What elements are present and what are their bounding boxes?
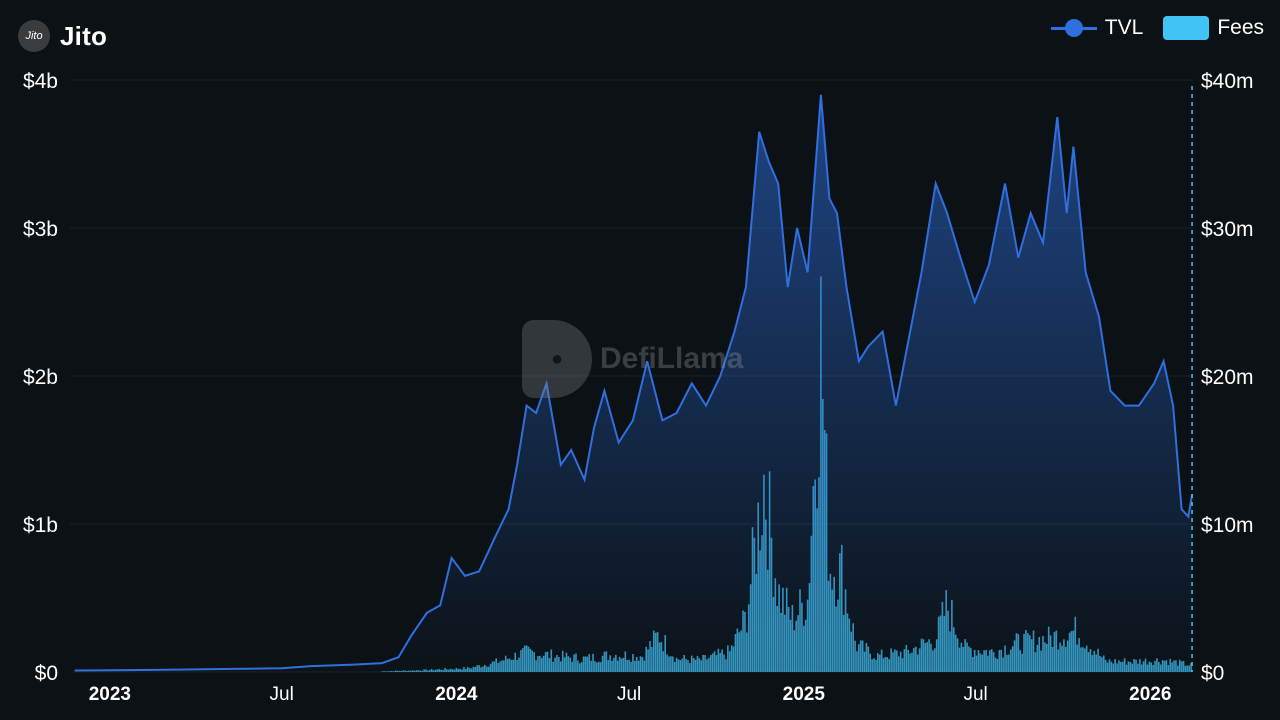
y-right-tick-label: $10m <box>1201 514 1254 537</box>
x-tick-label: Jul <box>270 684 294 705</box>
y-right-tick-label: $20m <box>1201 366 1254 389</box>
watermark-text: DefiLlama <box>600 342 744 375</box>
y-axis-right: $0 $10m $20m $30m $40m <box>1201 70 1254 685</box>
tvl-line <box>74 94 1194 672</box>
x-axis: 2023 Jul 2024 Jul 2025 Jul 2026 <box>89 684 1172 705</box>
y-left-tick-label: $2b <box>23 366 58 389</box>
y-right-tick-label: $30m <box>1201 218 1254 241</box>
x-tick-label: Jul <box>617 684 641 705</box>
legend-item-fees[interactable]: Fees <box>1163 16 1264 40</box>
tvl-area <box>74 94 1193 673</box>
jito-logo: Jito <box>18 20 50 52</box>
x-tick-label: 2025 <box>783 684 826 705</box>
x-tick-label: 2023 <box>89 684 131 705</box>
y-left-tick-label: $4b <box>23 70 58 93</box>
chart-title: Jito <box>60 20 108 51</box>
llama-icon: ● <box>522 320 592 398</box>
y-left-tick-label: $3b <box>23 218 58 241</box>
x-tick-label: Jul <box>963 684 987 705</box>
watermark: ● DefiLlama <box>522 320 743 398</box>
y-right-tick-label: $40m <box>1201 70 1254 93</box>
y-left-tick-label: $0 <box>35 662 58 685</box>
x-tick-label: 2024 <box>435 684 478 705</box>
legend-tvl-label: TVL <box>1104 16 1144 39</box>
legend-item-tvl[interactable]: TVL <box>1050 16 1144 40</box>
y-left-tick-label: $1b <box>23 514 58 537</box>
x-tick-label: 2026 <box>1129 684 1171 705</box>
legend-fees-label: Fees <box>1217 16 1264 39</box>
tvl-line-marker-icon <box>1050 18 1097 37</box>
y-right-tick-label: $0 <box>1201 662 1224 685</box>
y-axis-left: $0 $1b $2b $3b $4b <box>23 70 58 685</box>
chart-header: Jito Jito <box>18 20 107 52</box>
fees-box-marker-icon <box>1163 16 1210 40</box>
legend: TVL Fees <box>1050 16 1264 40</box>
